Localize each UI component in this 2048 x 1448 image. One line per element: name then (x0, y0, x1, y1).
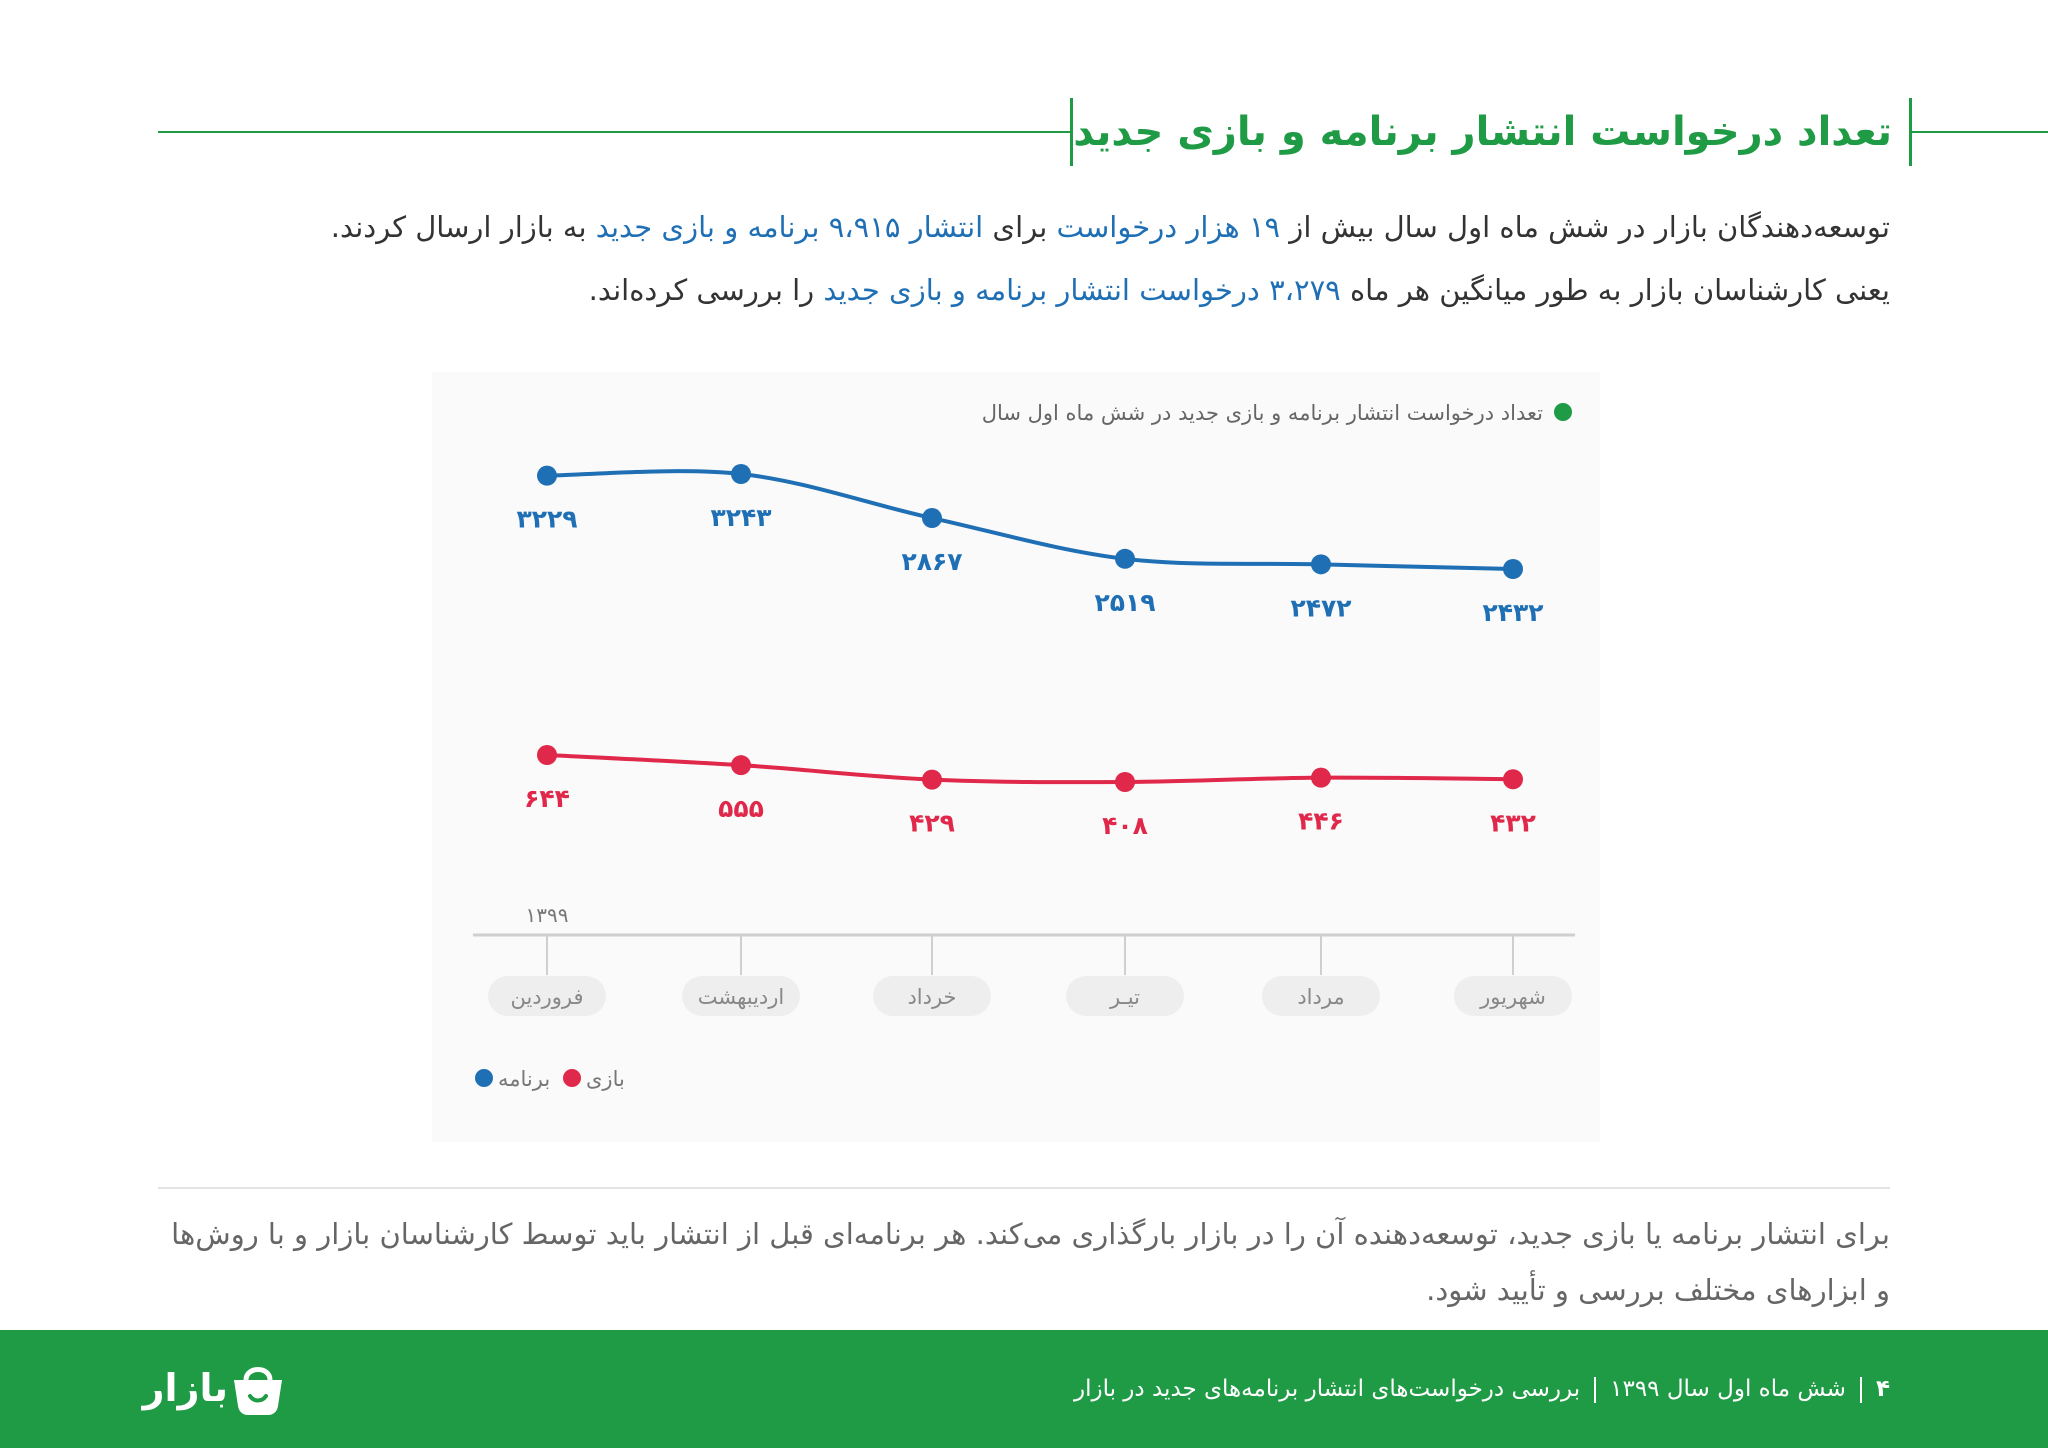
footer-separator (1859, 1376, 1862, 1403)
data-point (537, 745, 557, 765)
title-rule-right (1912, 131, 2048, 133)
x-tick-label: شهریور (1479, 985, 1546, 1009)
bazaar-logo: بازار (142, 1356, 298, 1420)
logo-text: بازار (142, 1366, 228, 1410)
footer-report-title: بررسی درخواست‌های انتشار برنامه‌های جدید… (1073, 1376, 1581, 1402)
legend-label: بازی (586, 1067, 625, 1091)
footer-caption: ۴ شش ماه اول سال ۱۳۹۹ بررسی درخواست‌های ان… (1000, 1366, 1890, 1412)
chart-title: تعداد درخواست انتشار برنامه و بازی جدید … (982, 401, 1543, 425)
page-title: تعداد درخواست انتشار برنامه و بازی جدید (1073, 109, 1892, 155)
data-point (1311, 554, 1331, 575)
data-label: ۴۲۹ (909, 809, 955, 838)
intro-text: به بازار ارسال کردند. (330, 210, 596, 244)
data-label: ۶۴۴ (524, 784, 570, 813)
month-pill (1262, 976, 1380, 1016)
data-point (1115, 548, 1135, 569)
chart-series: ۳۲۲۹ ۳۲۴۳ ۲۸۶۷ ۲۵۱۹ ۲۴۷۲ ۲۴۳۲ ۶۴۴ ۵۵۵ ۴۲۹ ۴۰۸ ۴۴۶ ۴… (516, 464, 1544, 840)
line-chart: تعداد درخواست انتشار برنامه و بازی جدید … (473, 401, 1575, 1091)
data-point (1503, 769, 1523, 790)
x-tick-label: تیـر (1109, 985, 1140, 1009)
legend-label: برنامه (498, 1067, 550, 1091)
data-label: ۳۲۴۳ (710, 503, 771, 532)
intro-highlight-average: ۳،۲۷۹ درخواست انتشار برنامه و بازی جدید (823, 273, 1341, 307)
legend-dot (563, 1069, 581, 1087)
data-point (1311, 767, 1331, 788)
data-label: ۵۵۵ (718, 794, 764, 823)
footnote-line-2: و ابزارهای مختلف بررسی و تأیید شود. (1426, 1273, 1890, 1307)
data-label: ۲۴۳۲ (1482, 598, 1543, 627)
intro-text: یعنی کارشناسان بازار به طور میانگین هر م… (1340, 273, 1890, 307)
x-axis-ticks: فروردین اردیبهشت خرداد تیـر مرداد شهریور (488, 935, 1572, 1016)
data-label: ۴۰۸ (1102, 811, 1148, 840)
intro-text: توسعه‌دهندگان بازار در شش ماه اول سال بی… (1280, 210, 1890, 244)
footnote-line-1: برای انتشار برنامه یا بازی جدید، توسعه‌د… (171, 1217, 1890, 1251)
data-point (922, 508, 942, 529)
title-rule-left (158, 131, 1070, 133)
title-tick-left (1070, 98, 1073, 166)
data-point (922, 769, 942, 790)
month-pill (1066, 976, 1184, 1016)
intro-highlight-apps: انتشار ۹،۹۱۵ برنامه و بازی جدید (595, 210, 984, 244)
data-point (1115, 772, 1135, 792)
footer-period: شش ماه اول سال ۱۳۹۹ (1610, 1376, 1846, 1402)
data-point (537, 465, 557, 486)
intro-highlight-requests: ۱۹ هزار درخواست (1056, 210, 1281, 244)
month-pill (873, 976, 991, 1016)
footnote-divider (158, 1187, 1890, 1189)
intro-line-1: توسعه‌دهندگان بازار در شش ماه اول سال بی… (158, 196, 1890, 259)
month-pill (1454, 976, 1572, 1016)
chart-title-dot (1554, 403, 1572, 421)
data-label: ۲۸۶۷ (901, 547, 962, 576)
series-line (545, 753, 1515, 785)
chart-title-group: تعداد درخواست انتشار برنامه و بازی جدید … (982, 401, 1572, 425)
data-label: ۲۴۷۲ (1290, 593, 1351, 622)
data-label: ۴۴۶ (1298, 807, 1344, 836)
intro-paragraph: توسعه‌دهندگان بازار در شش ماه اول سال بی… (158, 196, 1890, 322)
data-label: ۲۵۱۹ (1094, 588, 1155, 617)
shopping-bag-icon (234, 1367, 282, 1415)
year-label: ۱۳۹۹ (526, 903, 569, 927)
x-tick-label: اردیبهشت (698, 985, 785, 1009)
x-tick-label: مرداد (1297, 985, 1344, 1009)
data-label: ۳۲۲۹ (516, 505, 577, 534)
section-title-bar: تعداد درخواست انتشار برنامه و بازی جدید (0, 96, 2048, 168)
x-tick-label: فروردین (510, 985, 583, 1009)
intro-text: برای (983, 210, 1057, 244)
title-tick-right (1909, 98, 1912, 166)
data-point (731, 464, 751, 484)
footer-separator (1594, 1376, 1597, 1403)
series-line (545, 469, 1515, 571)
chart-legend: برنامه بازی (475, 1067, 625, 1091)
data-label: ۴۳۲ (1490, 808, 1536, 837)
footnote: برای انتشار برنامه یا بازی جدید، توسعه‌د… (158, 1206, 1890, 1318)
legend-dot (475, 1069, 493, 1087)
intro-text: را بررسی کرده‌اند. (588, 273, 824, 307)
page-number: ۴ (1875, 1376, 1890, 1402)
data-point (1503, 559, 1523, 579)
data-point (731, 755, 751, 776)
month-pill (488, 976, 606, 1016)
x-tick-label: خرداد (907, 985, 956, 1009)
month-pill (682, 976, 800, 1016)
page-footer: ۴ شش ماه اول سال ۱۳۹۹ بررسی درخواست‌های ان… (0, 1330, 2048, 1448)
intro-line-2: یعنی کارشناسان بازار به طور میانگین هر م… (158, 259, 1890, 322)
